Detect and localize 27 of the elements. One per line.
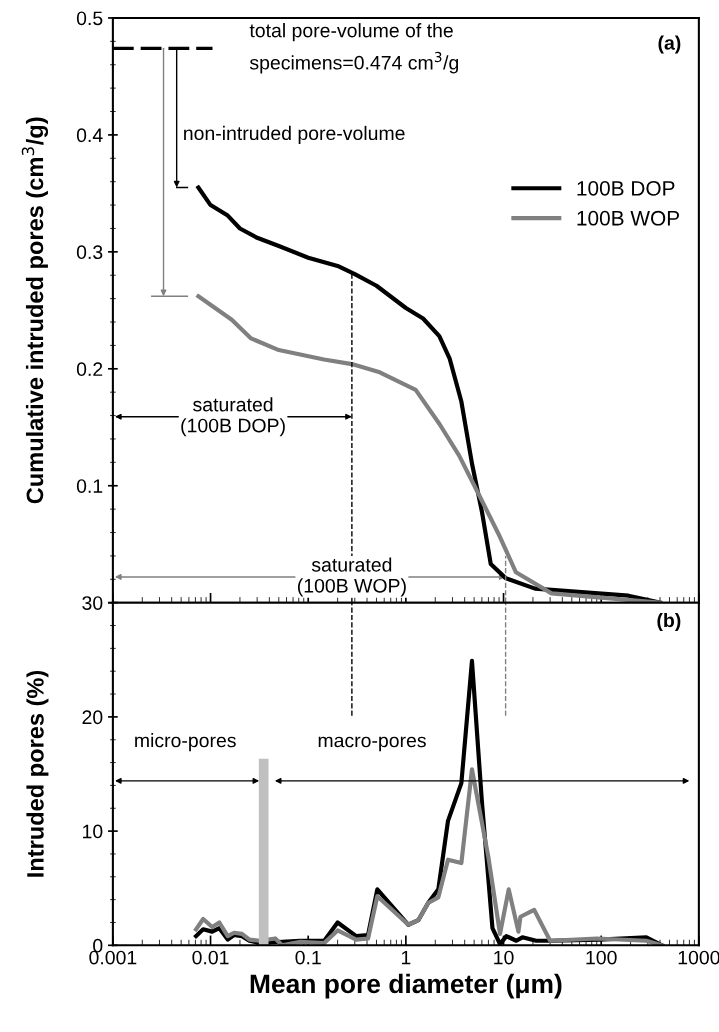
- y-axis-title: Cumulative intruded pores (cm$^{3}$/g): [21, 117, 49, 504]
- legend-label: 100B DOP: [577, 180, 675, 196]
- annotation: non-intruded pore-volume: [184, 125, 405, 144]
- x-tick-label: 1: [401, 950, 411, 965]
- y-tick-label: 20: [82, 710, 103, 725]
- annotation: micro-pores: [135, 733, 236, 752]
- legend-label: 100B WOP: [577, 210, 680, 226]
- annotation: (a): [658, 35, 681, 54]
- x-tick-label: 1000: [678, 950, 719, 965]
- x-tick-label: 100: [586, 950, 617, 965]
- x-tick-label: 0.1: [295, 950, 321, 965]
- annotation: saturated (100B WOP): [297, 557, 406, 597]
- y-tick-label: 0.4: [76, 128, 103, 143]
- x-axis-title: Mean pore diameter (μm): [250, 973, 562, 999]
- annotation: total pore-volume of the specimens=0.474 cm$^{3}$/g: [249, 23, 459, 74]
- x-tick-label: 0.01: [192, 950, 229, 965]
- y-axis-title: Intruded pores (%): [26, 670, 49, 877]
- annotation: saturated (100B DOP): [181, 397, 285, 437]
- x-tick-label: 10: [494, 950, 514, 965]
- y-tick-label: 10: [83, 824, 103, 839]
- annotation: (b): [657, 612, 681, 632]
- y-tick-label: 0.5: [76, 11, 103, 26]
- y-tick-label: 0.3: [76, 245, 103, 260]
- y-tick-label: 30: [82, 596, 103, 610]
- y-tick-label: 0.2: [76, 362, 103, 377]
- annotation: macro-pores: [318, 736, 426, 752]
- y-tick-label: 0.1: [76, 479, 103, 493]
